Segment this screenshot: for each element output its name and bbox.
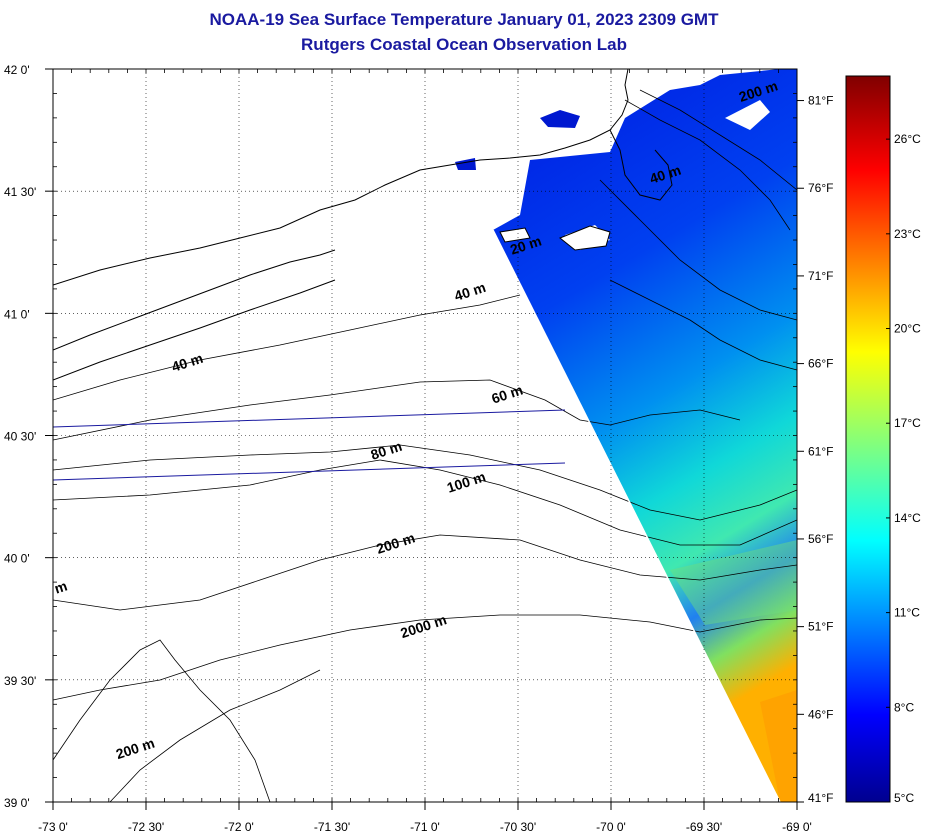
fahrenheit-label: 61°F (808, 444, 833, 458)
lat-tick-label: 39 0' (4, 796, 30, 810)
lat-tick-label: 42 0' (4, 63, 30, 77)
swath-edge (492, 229, 781, 802)
temperature-colorbar (845, 75, 891, 803)
axis-ticks: -73 0' -72 30' -72 0' -71 30' -71 0' -70 30' -… (4, 63, 812, 832)
isobath-contours (53, 89, 797, 802)
inland-sst-patch (540, 110, 580, 128)
inland-sst-patch (455, 158, 476, 170)
graticule (53, 69, 797, 802)
map-subtitle: Rutgers Coastal Ocean Observation Lab (301, 35, 627, 54)
colorbar-ticks: 5°C 8°C 11°C 14°C 17°C 20°C 23°C 26°C 41°F 46°F 51… (797, 94, 921, 805)
lon-tick-label: -73 0' (38, 820, 68, 832)
depth-contour-label: 60 m (490, 382, 525, 407)
depth-contour-label: 40 m (170, 350, 205, 375)
lon-tick-label: -70 0' (596, 820, 626, 832)
lat-tick-label: 41 30' (4, 185, 36, 199)
celsius-label: 5°C (894, 791, 914, 805)
fahrenheit-label: 66°F (808, 357, 833, 371)
sst-swath-warm-patch (760, 690, 797, 802)
fahrenheit-label: 71°F (808, 269, 833, 283)
lon-tick-label: -71 30' (314, 820, 350, 832)
sst-swath-green-band (670, 540, 797, 625)
no-data-patch (725, 100, 770, 130)
celsius-label: 20°C (894, 322, 921, 336)
celsius-label: 23°C (894, 227, 921, 241)
lat-tick-label: 40 0' (4, 552, 30, 566)
celsius-label: 26°C (894, 132, 921, 146)
lon-tick-label: -69 0' (782, 820, 812, 832)
depth-contour-label: 200 m (374, 529, 417, 556)
island-outline (499, 227, 531, 243)
celsius-label: 8°C (894, 700, 914, 714)
fahrenheit-label: 56°F (808, 532, 833, 546)
fahrenheit-label: 81°F (808, 94, 833, 108)
lat-tick-label: 41 0' (4, 307, 30, 321)
lat-tick-label: 40 30' (4, 430, 36, 444)
lat-tick-label: 39 30' (4, 674, 36, 688)
long-island-coast (53, 249, 336, 381)
island-outline (559, 225, 611, 251)
fahrenheit-label: 46°F (808, 707, 833, 721)
lon-tick-label: -71 0' (410, 820, 440, 832)
lon-tick-label: -70 30' (500, 820, 536, 832)
lon-tick-label: -69 30' (686, 820, 722, 832)
fahrenheit-label: 51°F (808, 620, 833, 634)
lon-tick-label: -72 0' (224, 820, 254, 832)
celsius-label: 17°C (894, 416, 921, 430)
depth-contour-label: 200 m (114, 735, 157, 762)
fahrenheit-label: 41°F (808, 791, 833, 805)
track-line (53, 409, 566, 428)
depth-contour-label: m (52, 578, 69, 597)
lon-tick-label: -72 30' (128, 820, 164, 832)
celsius-label: 11°C (894, 606, 920, 620)
depth-contour-label: 80 m (369, 438, 404, 463)
celsius-label: 14°C (894, 511, 921, 525)
coastline (53, 69, 629, 286)
depth-contour-label: 40 m (452, 279, 487, 304)
fahrenheit-label: 76°F (808, 181, 833, 195)
map-title: NOAA-19 Sea Surface Temperature January … (209, 10, 719, 29)
cape-cod (609, 129, 673, 201)
track-line (53, 462, 566, 481)
depth-contour-label: 2000 m (398, 611, 448, 641)
